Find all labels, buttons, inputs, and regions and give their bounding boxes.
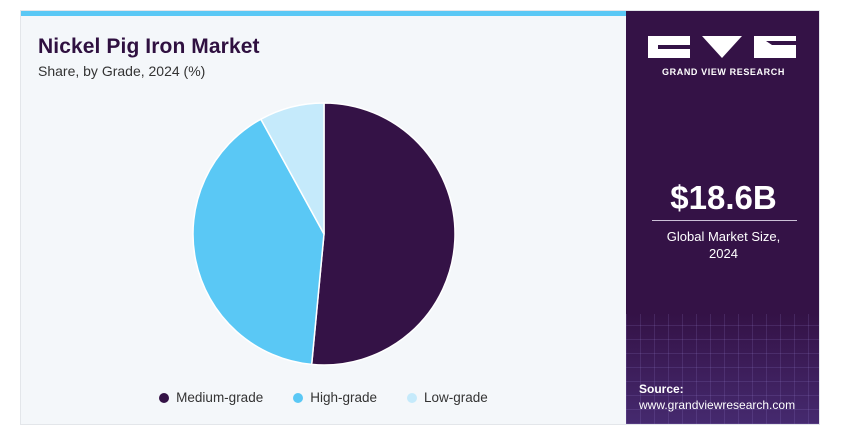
- chart-title: Nickel Pig Iron Market: [38, 35, 260, 58]
- brand-name: GRAND VIEW RESEARCH: [662, 67, 785, 77]
- legend-label: Medium-grade: [176, 390, 264, 405]
- divider: [652, 220, 797, 221]
- legend-swatch: [159, 392, 170, 403]
- caption-line-1: Global Market Size,: [666, 229, 781, 244]
- legend-item-low-grade: Low-grade: [407, 390, 488, 405]
- legend-item-medium-grade: Medium-grade: [159, 390, 263, 405]
- source-label: Source:: [639, 382, 684, 396]
- pie-slice-low-grade: [259, 102, 325, 235]
- infographic-card: Nickel Pig Iron Market Share, by Grade, …: [20, 10, 820, 425]
- legend-item-high-grade: High-grade: [293, 390, 377, 405]
- market-size-value: $18.6B: [670, 179, 777, 216]
- accent-bar: [21, 11, 626, 16]
- pie-slice-medium-grade: [310, 102, 456, 366]
- pie-slice-high-grade: [192, 118, 325, 366]
- source-link[interactable]: www.grandviewresearch.com: [639, 398, 796, 412]
- caption-line-2: 2024: [709, 246, 738, 261]
- chart-legend: Medium-grade High-grade Low-grade: [21, 390, 626, 405]
- market-size-caption: Global Market Size, 2024: [626, 228, 819, 262]
- legend-label: Low-grade: [424, 390, 488, 405]
- legend-swatch: [293, 392, 304, 403]
- summary-panel: GRAND VIEW RESEARCH $18.6B Global Market…: [626, 11, 819, 424]
- chart-subtitle: Share, by Grade, 2024 (%): [38, 63, 206, 79]
- grid-decoration: [626, 314, 819, 424]
- legend-label: High-grade: [310, 390, 378, 405]
- legend-swatch: [407, 392, 418, 403]
- pie-chart: [192, 102, 456, 366]
- chart-panel: Nickel Pig Iron Market Share, by Grade, …: [21, 11, 626, 424]
- grand-view-research-logo-icon: [648, 36, 796, 58]
